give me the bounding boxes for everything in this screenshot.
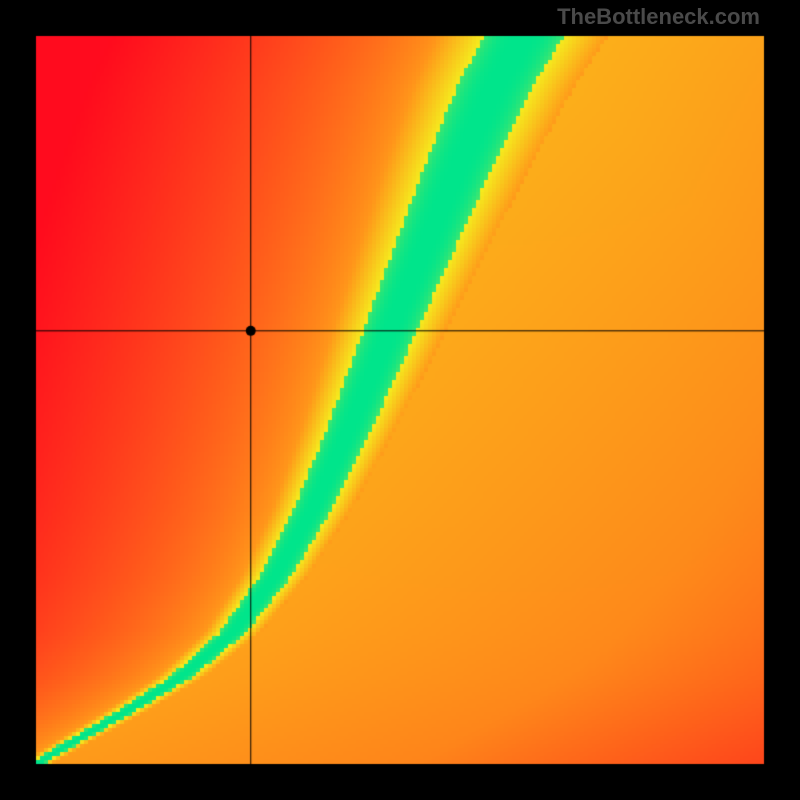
- watermark-text: TheBottleneck.com: [557, 4, 760, 30]
- heatmap-canvas: [0, 0, 800, 800]
- chart-container: TheBottleneck.com: [0, 0, 800, 800]
